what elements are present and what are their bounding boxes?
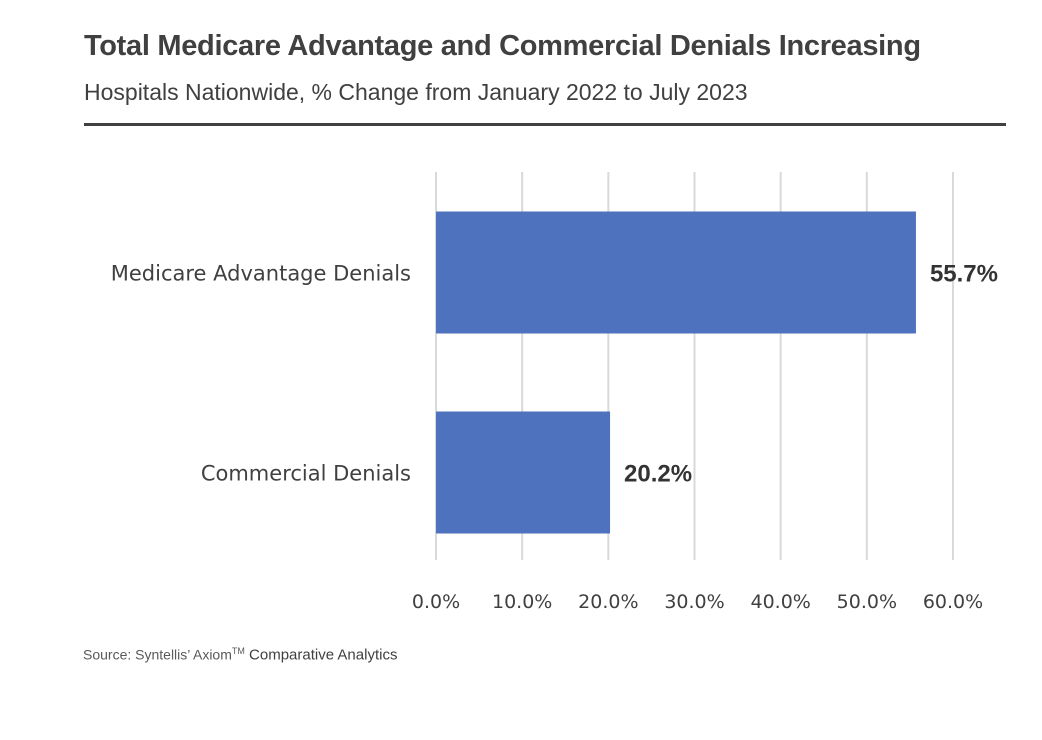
bar	[436, 211, 916, 334]
x-tick-label: 40.0%	[750, 591, 810, 613]
x-tick-label: 0.0%	[412, 591, 460, 613]
x-tick-label: 60.0%	[923, 591, 983, 613]
bar-chart: Medicare Advantage Denials 55.7% Commercia…	[111, 172, 998, 613]
x-tick-label: 30.0%	[664, 591, 724, 613]
source-prefix: Source: Syntellis’ Axiom	[83, 646, 232, 663]
category-label: Medicare Advantage Denials	[111, 262, 411, 286]
category-label: Commercial Denials	[201, 462, 411, 486]
header-divider	[84, 123, 1006, 126]
x-tick-label: 50.0%	[837, 591, 897, 613]
source-suffix: Comparative Analytics	[244, 646, 398, 664]
value-label: 20.2%	[624, 461, 692, 488]
source-note: Source: Syntellis’ AxiomTM Comparative A…	[83, 646, 397, 664]
bar	[436, 411, 611, 534]
x-tick-label: 10.0%	[492, 591, 552, 613]
chart-subtitle: Hospitals Nationwide, % Change from Janu…	[84, 79, 748, 105]
source-trademark: TM	[231, 646, 245, 656]
x-tick-label: 20.0%	[578, 591, 638, 613]
value-label: 55.7%	[930, 261, 998, 288]
chart-title: Total Medicare Advantage and Commercial …	[84, 30, 921, 62]
